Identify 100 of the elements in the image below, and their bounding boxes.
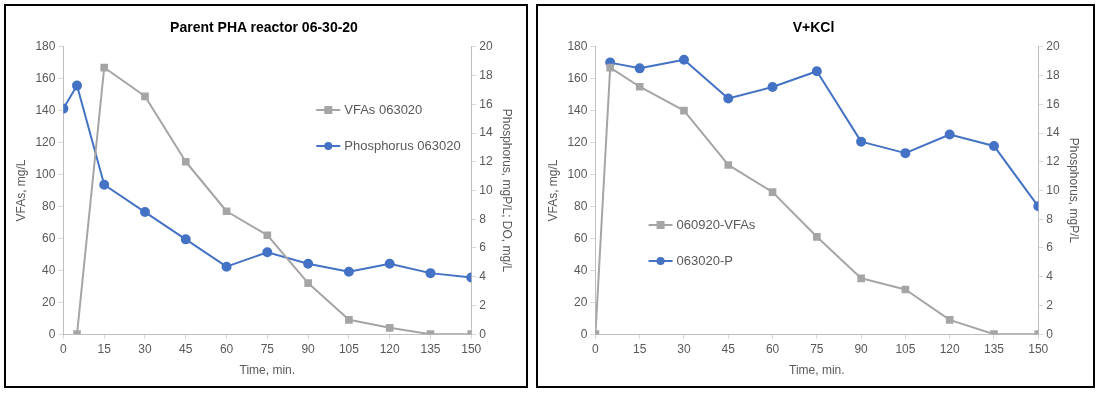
y-tick-label: 20 xyxy=(574,294,588,309)
x-axis-title: Time, min. xyxy=(239,363,296,378)
y2-tick-label: 10 xyxy=(1046,182,1060,197)
point xyxy=(767,82,778,93)
y2-tick-label: 10 xyxy=(479,182,493,197)
y2-tick-label: 8 xyxy=(1046,211,1054,226)
point xyxy=(635,82,644,91)
y2-axis-title: Phosphorus, mgP/L; DO, mg/L xyxy=(500,108,515,273)
chart-title: V+KCl xyxy=(792,19,835,36)
x-tick-label: 135 xyxy=(983,341,1005,356)
point xyxy=(768,188,777,196)
x-tick-label: 75 xyxy=(810,341,824,356)
point xyxy=(944,129,955,140)
y2-tick-label: 4 xyxy=(1046,269,1054,284)
legend-label: Phosphorus 063020 xyxy=(344,137,461,153)
y-tick-label: 80 xyxy=(574,198,588,213)
x-tick-label: 30 xyxy=(138,341,152,356)
y-tick-label: 80 xyxy=(42,198,56,213)
point xyxy=(724,161,733,169)
y-tick-label: 60 xyxy=(574,230,588,245)
point xyxy=(139,207,150,218)
x-tick-label: 0 xyxy=(592,341,600,356)
x-tick-label: 75 xyxy=(260,341,275,356)
y2-tick-label: 12 xyxy=(479,154,493,169)
point xyxy=(384,258,395,269)
point xyxy=(723,93,734,104)
x-tick-label: 15 xyxy=(97,341,112,356)
y-tick-label: 140 xyxy=(35,102,56,117)
y2-tick-label: 18 xyxy=(479,67,493,82)
y2-tick-label: 6 xyxy=(479,240,487,255)
point xyxy=(678,54,689,65)
y-axis-title: VFAs, mg/L xyxy=(13,159,28,222)
y-tick-label: 160 xyxy=(35,71,56,86)
x-tick-label: 135 xyxy=(420,341,441,356)
point xyxy=(221,261,232,272)
y-tick-label: 0 xyxy=(580,326,588,341)
x-tick-label: 120 xyxy=(379,341,401,356)
point xyxy=(99,179,110,190)
y-axis-title: VFAs, mg/L xyxy=(545,159,560,222)
x-tick-label: 150 xyxy=(461,341,482,356)
x-tick-label: 45 xyxy=(721,341,736,356)
point xyxy=(634,63,645,74)
point xyxy=(345,316,353,324)
y2-tick-label: 8 xyxy=(479,211,487,226)
y2-tick-label: 2 xyxy=(1046,297,1054,312)
point xyxy=(304,279,312,287)
y2-tick-label: 14 xyxy=(479,125,493,140)
y-tick-label: 160 xyxy=(567,71,588,86)
legend-label: VFAs 063020 xyxy=(344,101,423,117)
point xyxy=(100,63,109,72)
y-tick-label: 100 xyxy=(567,166,588,181)
y2-axis-title: Phosphorus, mgP/L xyxy=(1067,137,1082,244)
y-tick-label: 180 xyxy=(567,39,588,54)
x-tick-label: 60 xyxy=(765,341,780,356)
y-tick-label: 120 xyxy=(567,134,588,149)
point xyxy=(813,232,821,241)
y-tick-label: 140 xyxy=(567,102,588,117)
x-tick-label: 60 xyxy=(219,341,234,356)
x-tick-label: 90 xyxy=(854,341,869,356)
point xyxy=(811,66,822,77)
x-tick-label: 120 xyxy=(939,341,961,356)
legend-label: 060920-VFAs xyxy=(676,216,756,232)
point xyxy=(856,136,867,147)
y2-tick-label: 18 xyxy=(1046,67,1060,82)
x-tick-label: 0 xyxy=(60,341,68,356)
y-tick-label: 0 xyxy=(48,326,56,341)
y2-tick-label: 16 xyxy=(1046,96,1060,111)
point xyxy=(72,80,83,91)
point xyxy=(945,316,954,324)
x-tick-label: 150 xyxy=(1028,341,1049,356)
point xyxy=(425,268,436,279)
x-tick-label: 105 xyxy=(338,341,360,356)
y-tick-label: 40 xyxy=(42,262,56,277)
y2-tick-label: 2 xyxy=(479,297,487,312)
y2-tick-label: 16 xyxy=(479,96,493,111)
y-tick-label: 60 xyxy=(42,230,56,245)
y-tick-label: 40 xyxy=(574,262,588,277)
y-tick-label: 120 xyxy=(35,134,56,149)
y2-tick-label: 20 xyxy=(1046,39,1060,54)
point xyxy=(263,231,272,240)
x-axis-title: Time, min. xyxy=(789,363,845,378)
point xyxy=(606,63,615,72)
y-tick-label: 180 xyxy=(35,39,56,54)
legend-label: 063020-P xyxy=(676,252,733,268)
x-tick-label: 105 xyxy=(895,341,916,356)
point xyxy=(680,106,688,115)
y2-tick-label: 12 xyxy=(1046,154,1060,169)
y2-tick-label: 0 xyxy=(479,326,487,341)
point xyxy=(141,92,149,101)
y-tick-label: 20 xyxy=(42,294,56,309)
x-tick-label: 30 xyxy=(677,341,691,356)
x-tick-label: 90 xyxy=(301,341,316,356)
y2-tick-label: 4 xyxy=(479,269,487,284)
point xyxy=(343,266,354,277)
point xyxy=(180,234,191,245)
point xyxy=(857,274,865,283)
y2-tick-label: 6 xyxy=(1046,240,1054,255)
y2-tick-label: 14 xyxy=(1046,125,1060,140)
point xyxy=(303,258,314,269)
point xyxy=(262,247,273,258)
